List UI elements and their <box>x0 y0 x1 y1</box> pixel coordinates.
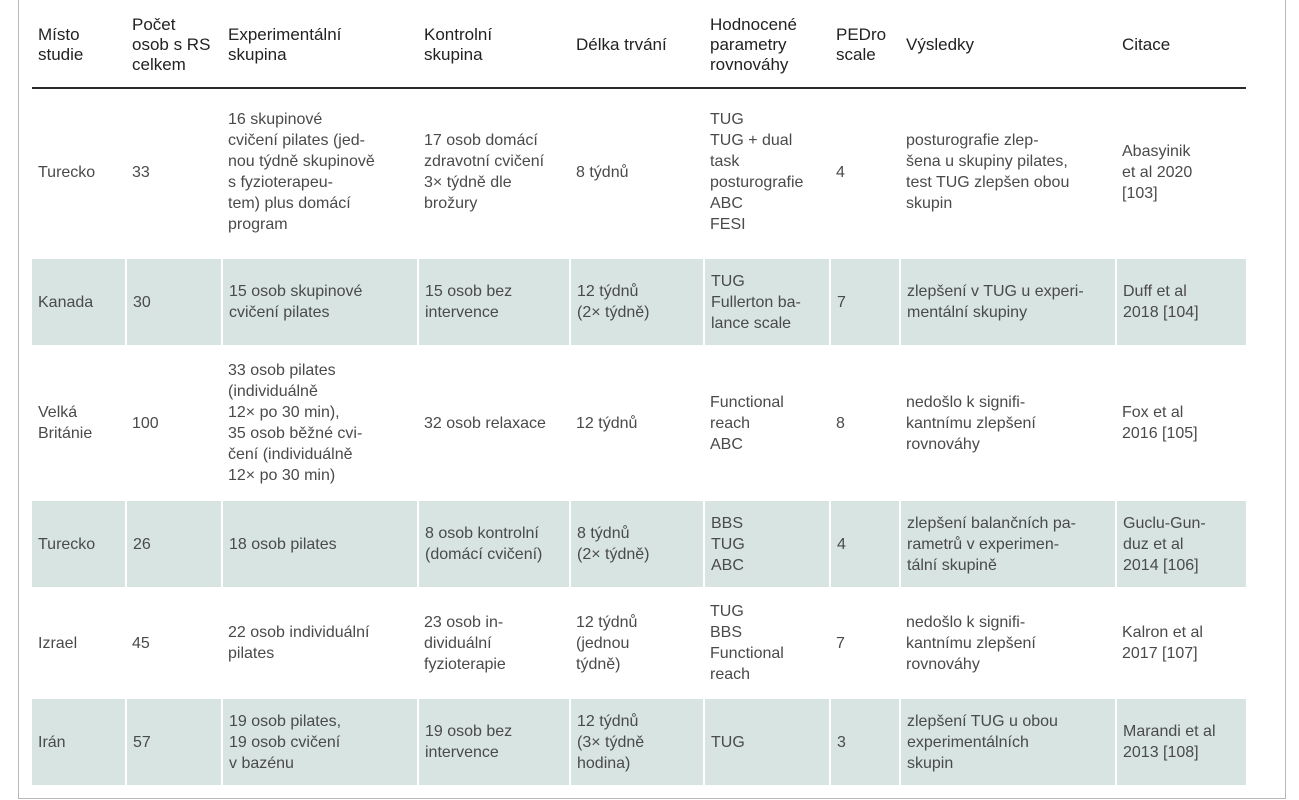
cell-delka: 12 týdnů (3× týdně hodina) <box>569 695 704 789</box>
cell-pocet: 45 <box>126 589 222 697</box>
cell-vysledky: posturografie zlep- šena u skupiny pilat… <box>900 88 1116 257</box>
cell-kontrolni: 17 osob domácí zdravotní cvičení 3× týdn… <box>418 88 570 257</box>
cell-citace: Marandi et al 2013 [108] <box>1115 695 1246 789</box>
cell-citace: Abasyinik et al 2020 [103] <box>1116 88 1246 257</box>
header-cell: Místo studie <box>32 0 126 89</box>
table-row: Kanada 30 15 osob skupinové cvičení pila… <box>32 255 1246 349</box>
header-cell: Výsledky <box>900 0 1116 89</box>
cell-delka: 12 týdnů (2× týdně) <box>569 255 704 349</box>
cell-parametry: Functional reach ABC <box>704 347 830 499</box>
cell-parametry: TUG <box>703 695 830 789</box>
header-cell: Citace <box>1116 0 1246 89</box>
cell-kontrolni: 19 osob bez intervence <box>417 695 570 789</box>
header-row: Místo studie Počet osob s RS celkem Expe… <box>32 0 1246 89</box>
header-cell: Experimentální skupina <box>222 0 418 89</box>
cell-misto: Irán <box>32 695 126 789</box>
cell-experimentalni: 22 osob individuální pilates <box>222 589 418 697</box>
cell-misto: Turecko <box>32 88 126 257</box>
header-cell: Hodnocené parametry rovnováhy <box>704 0 830 89</box>
table-frame <box>18 0 1286 799</box>
cell-pocet: 26 <box>125 497 222 591</box>
cell-citace: Duff et al 2018 [104] <box>1115 255 1246 349</box>
cell-delka: 8 týdnů <box>570 88 704 257</box>
cell-pocet: 57 <box>125 695 222 789</box>
cell-pedro: 7 <box>829 255 900 349</box>
cell-delka: 12 týdnů <box>570 347 704 499</box>
cell-misto: Kanada <box>32 255 126 349</box>
header-cell: Počet osob s RS celkem <box>126 0 222 89</box>
cell-pedro: 4 <box>829 497 900 591</box>
cell-pocet: 33 <box>126 88 222 257</box>
cell-parametry: TUG TUG + dual task posturografie ABC FE… <box>704 88 830 257</box>
header-cell: Kontrolní skupina <box>418 0 570 89</box>
cell-citace: Kalron et al 2017 [107] <box>1116 589 1246 697</box>
table-row: Turecko 26 18 osob pilates 8 osob kontro… <box>32 497 1246 591</box>
cell-parametry: BBS TUG ABC <box>703 497 830 591</box>
cell-parametry: TUG BBS Functional reach <box>704 589 830 697</box>
cell-kontrolni: 23 osob in- dividuální fyzioterapie <box>418 589 570 697</box>
cell-citace: Guclu-Gun- duz et al 2014 [106] <box>1115 497 1246 591</box>
cell-vysledky: zlepšení balančních pa- rametrů v experi… <box>899 497 1116 591</box>
table-row: Irán 57 19 osob pilates, 19 osob cvičení… <box>32 695 1246 789</box>
table-row: Izrael 45 22 osob individuální pilates 2… <box>32 589 1246 697</box>
cell-pocet: 100 <box>126 347 222 499</box>
cell-pocet: 30 <box>125 255 222 349</box>
cell-experimentalni: 16 skupinové cvičení pilates (jed- nou t… <box>222 88 418 257</box>
studies-table: Místo studie Počet osob s RS celkem Expe… <box>32 0 1246 789</box>
cell-vysledky: zlepšení v TUG u experi- mentální skupin… <box>899 255 1116 349</box>
cell-pedro: 8 <box>830 347 900 499</box>
table-row: Turecko 33 16 skupinové cvičení pilates … <box>32 88 1246 257</box>
cell-kontrolni: 32 osob relaxace <box>418 347 570 499</box>
cell-citace: Fox et al 2016 [105] <box>1116 347 1246 499</box>
cell-misto: Velká Británie <box>32 347 126 499</box>
cell-experimentalni: 33 osob pilates (individuálně 12× po 30 … <box>222 347 418 499</box>
cell-pedro: 4 <box>830 88 900 257</box>
cell-experimentalni: 19 osob pilates, 19 osob cvičení v bazén… <box>221 695 418 789</box>
cell-vysledky: nedošlo k signifi- kantnímu zlepšení rov… <box>900 347 1116 499</box>
cell-delka: 12 týdnů (jednou týdně) <box>570 589 704 697</box>
cell-vysledky: zlepšení TUG u obou experimentálních sku… <box>899 695 1116 789</box>
cell-kontrolni: 15 osob bez intervence <box>417 255 570 349</box>
table-row: Velká Británie 100 33 osob pilates (indi… <box>32 347 1246 499</box>
cell-parametry: TUG Fullerton ba- lance scale <box>703 255 830 349</box>
cell-pedro: 7 <box>830 589 900 697</box>
cell-experimentalni: 18 osob pilates <box>221 497 418 591</box>
cell-misto: Turecko <box>32 497 126 591</box>
cell-delka: 8 týdnů (2× týdně) <box>569 497 704 591</box>
cell-vysledky: nedošlo k signifi- kantnímu zlepšení rov… <box>900 589 1116 697</box>
cell-kontrolni: 8 osob kontrolní (domácí cvičení) <box>417 497 570 591</box>
header-cell: Délka trvání <box>570 0 704 89</box>
cell-experimentalni: 15 osob skupinové cvičení pilates <box>221 255 418 349</box>
cell-misto: Izrael <box>32 589 126 697</box>
cell-pedro: 3 <box>829 695 900 789</box>
header-cell: PEDro scale <box>830 0 900 89</box>
